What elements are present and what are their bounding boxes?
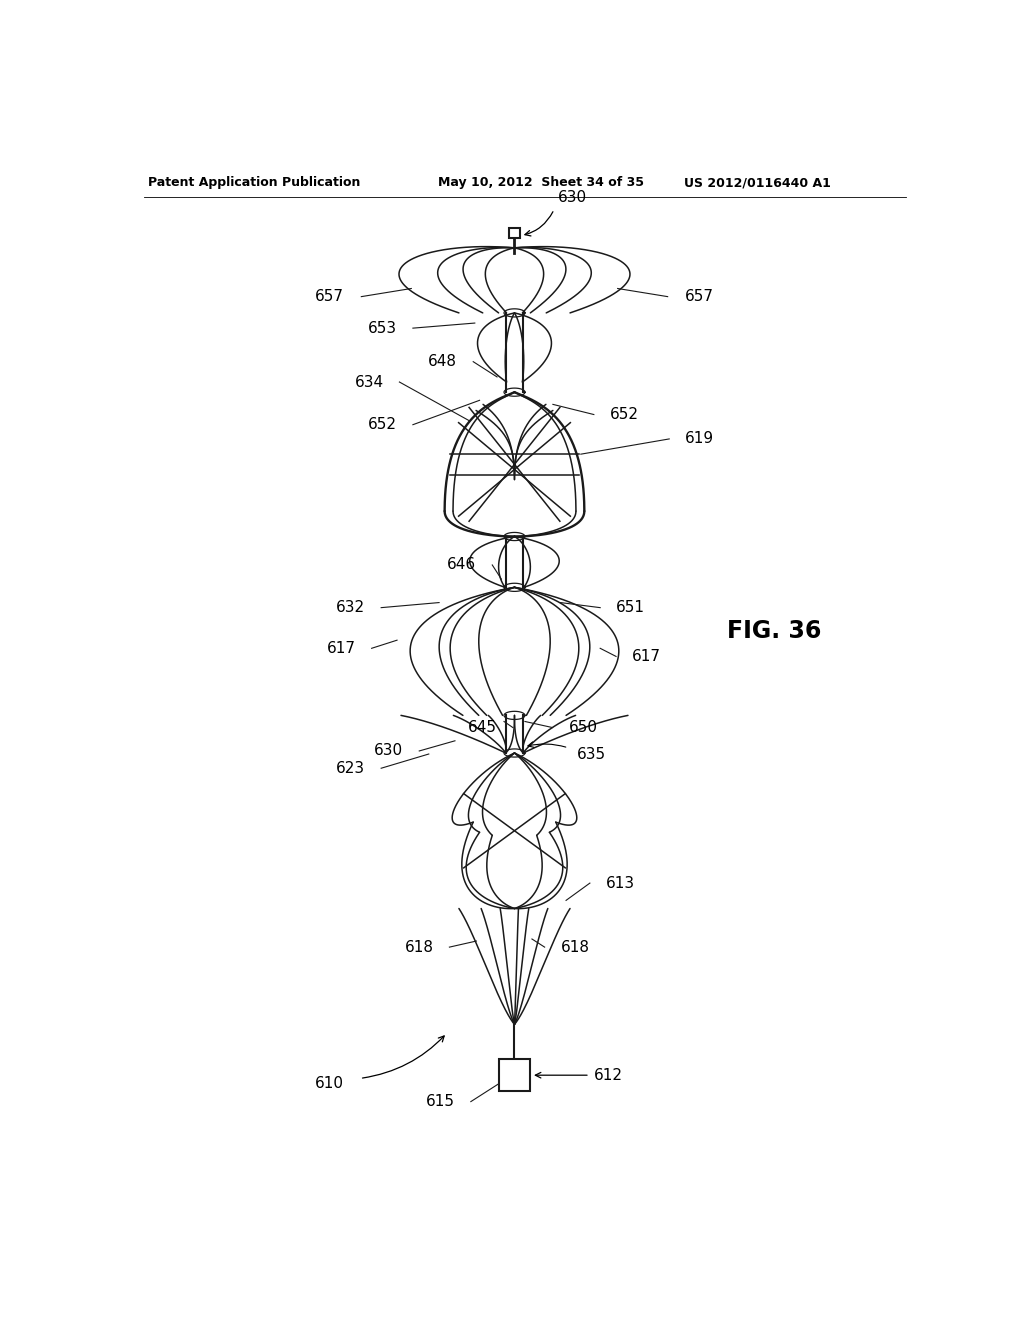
Text: May 10, 2012  Sheet 34 of 35: May 10, 2012 Sheet 34 of 35 — [437, 177, 643, 189]
Text: 618: 618 — [560, 940, 590, 954]
Bar — [509, 227, 520, 238]
Text: 645: 645 — [468, 721, 497, 735]
Text: 630: 630 — [374, 743, 403, 759]
Text: 623: 623 — [336, 760, 366, 776]
Text: Patent Application Publication: Patent Application Publication — [147, 177, 360, 189]
Text: FIG. 36: FIG. 36 — [727, 619, 821, 643]
Text: 635: 635 — [577, 747, 605, 762]
Text: 652: 652 — [368, 417, 397, 432]
Text: 613: 613 — [606, 875, 635, 891]
Text: 619: 619 — [685, 432, 714, 446]
Text: 618: 618 — [404, 940, 433, 954]
Text: 630: 630 — [558, 190, 587, 205]
Text: 650: 650 — [568, 721, 597, 735]
Text: 648: 648 — [428, 354, 458, 370]
Text: US 2012/0116440 A1: US 2012/0116440 A1 — [684, 177, 830, 189]
Text: 612: 612 — [594, 1068, 623, 1082]
Text: 615: 615 — [426, 1094, 455, 1109]
Text: 657: 657 — [685, 289, 714, 304]
Text: 652: 652 — [609, 407, 639, 422]
Text: 657: 657 — [314, 289, 344, 304]
Text: 632: 632 — [336, 601, 366, 615]
Text: 646: 646 — [447, 557, 476, 573]
Text: 653: 653 — [368, 321, 397, 335]
Text: 617: 617 — [632, 649, 660, 664]
Text: 617: 617 — [327, 640, 355, 656]
Bar — [500, 1059, 529, 1092]
Text: 610: 610 — [314, 1076, 344, 1092]
Text: 651: 651 — [616, 601, 645, 615]
Text: 634: 634 — [354, 375, 384, 389]
